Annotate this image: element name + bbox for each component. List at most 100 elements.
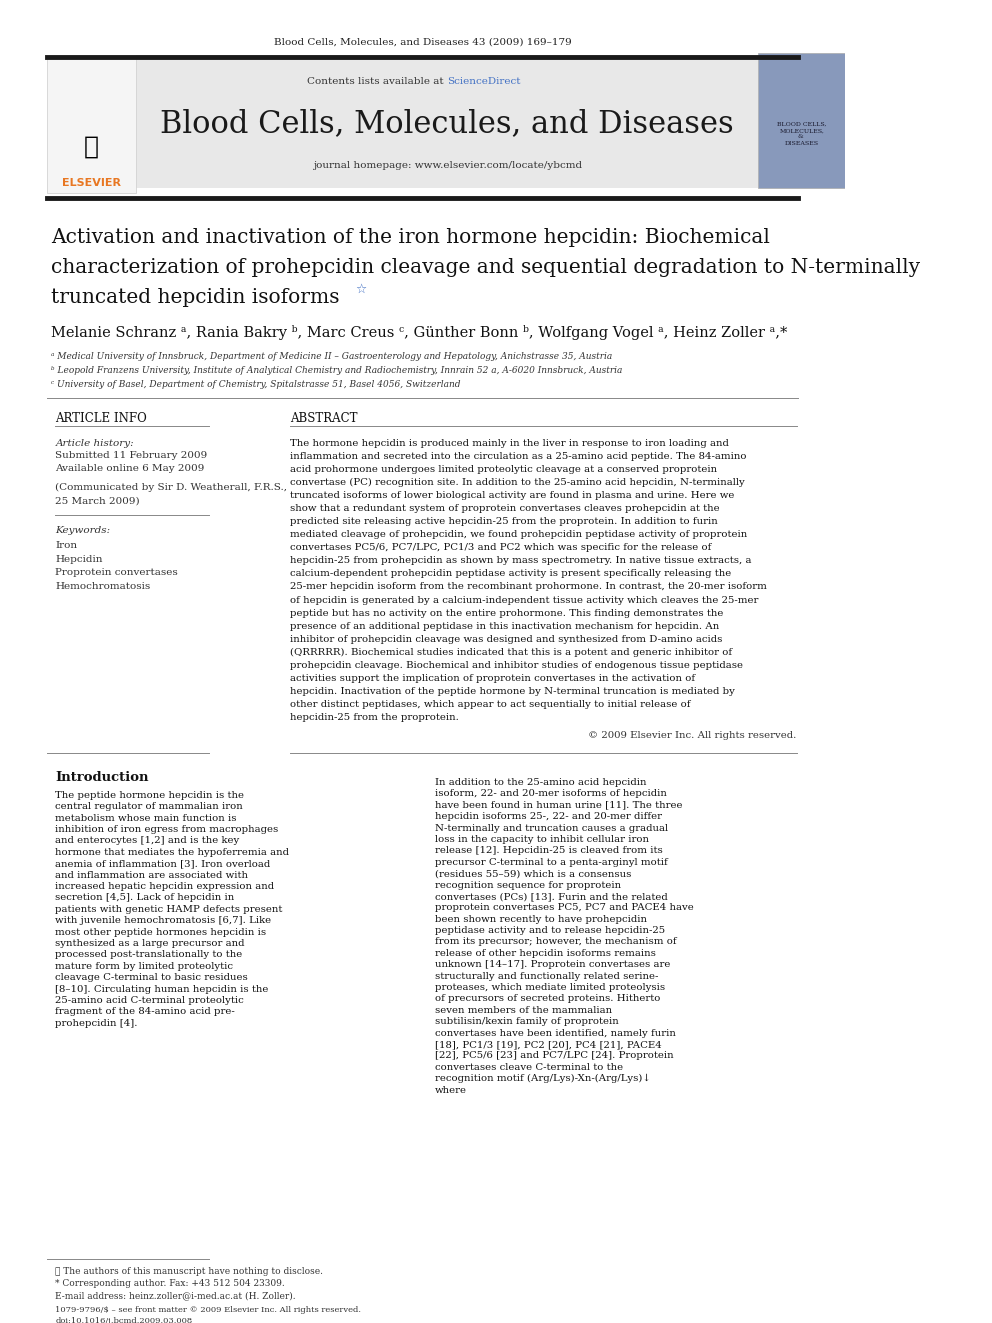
Text: predicted site releasing active hepcidin-25 from the proprotein. In addition to : predicted site releasing active hepcidin… — [290, 517, 717, 527]
Text: of hepcidin is generated by a calcium-independent tissue activity which cleaves : of hepcidin is generated by a calcium-in… — [290, 595, 758, 605]
Text: hepcidin-25 from prohepcidin as shown by mass spectrometry. In native tissue ext: hepcidin-25 from prohepcidin as shown by… — [290, 556, 751, 565]
Text: synthesized as a large precursor and: synthesized as a large precursor and — [56, 939, 245, 949]
Text: release [12]. Hepcidin-25 is cleaved from its: release [12]. Hepcidin-25 is cleaved fro… — [434, 847, 663, 855]
Text: secretion [4,5]. Lack of hepcidin in: secretion [4,5]. Lack of hepcidin in — [56, 893, 235, 902]
Text: proprotein convertases PC5, PC7 and PACE4 have: proprotein convertases PC5, PC7 and PACE… — [434, 904, 693, 913]
Text: Activation and inactivation of the iron hormone hepcidin: Biochemical: Activation and inactivation of the iron … — [52, 229, 770, 247]
Text: proteases, which mediate limited proteolysis: proteases, which mediate limited proteol… — [434, 983, 665, 992]
Text: unknown [14–17]. Proprotein convertases are: unknown [14–17]. Proprotein convertases … — [434, 960, 670, 970]
Text: and enterocytes [1,2] and is the key: and enterocytes [1,2] and is the key — [56, 836, 240, 845]
Text: calcium-dependent prohepcidin peptidase activity is present specifically releasi: calcium-dependent prohepcidin peptidase … — [290, 569, 731, 578]
Text: inflammation and secreted into the circulation as a 25-amino acid peptide. The 8: inflammation and secreted into the circu… — [290, 451, 746, 460]
Text: Available online 6 May 2009: Available online 6 May 2009 — [56, 464, 204, 474]
Text: increased hepatic hepcidin expression and: increased hepatic hepcidin expression an… — [56, 882, 275, 890]
Text: hepcidin isoforms 25-, 22- and 20-mer differ: hepcidin isoforms 25-, 22- and 20-mer di… — [434, 812, 662, 822]
Text: convertase (PC) recognition site. In addition to the 25-amino acid hepcidin, N-t: convertase (PC) recognition site. In add… — [290, 478, 744, 487]
Text: convertases (PCs) [13]. Furin and the related: convertases (PCs) [13]. Furin and the re… — [434, 892, 668, 901]
Text: peptidase activity and to release hepcidin-25: peptidase activity and to release hepcid… — [434, 926, 665, 935]
Text: © 2009 Elsevier Inc. All rights reserved.: © 2009 Elsevier Inc. All rights reserved… — [588, 732, 797, 741]
Text: Hepcidin: Hepcidin — [56, 554, 103, 564]
Text: 🌳: 🌳 — [83, 135, 98, 159]
Text: from its precursor; however, the mechanism of: from its precursor; however, the mechani… — [434, 938, 677, 946]
Text: precursor C-terminal to a penta-arginyl motif: precursor C-terminal to a penta-arginyl … — [434, 857, 668, 867]
Text: show that a redundant system of proprotein convertases cleaves prohepcidin at th: show that a redundant system of proprote… — [290, 504, 719, 513]
Text: [22], PC5/6 [23] and PC7/LPC [24]. Proprotein: [22], PC5/6 [23] and PC7/LPC [24]. Propr… — [434, 1052, 674, 1061]
Text: (QRRRRR). Biochemical studies indicated that this is a potent and generic inhibi: (QRRRRR). Biochemical studies indicated … — [290, 648, 732, 658]
Text: central regulator of mammalian iron: central regulator of mammalian iron — [56, 802, 243, 811]
Text: metabolism whose main function is: metabolism whose main function is — [56, 814, 237, 823]
Text: isoform, 22- and 20-mer isoforms of hepcidin: isoform, 22- and 20-mer isoforms of hepc… — [434, 790, 667, 798]
Text: most other peptide hormones hepcidin is: most other peptide hormones hepcidin is — [56, 927, 267, 937]
Text: patients with genetic HAMP defects present: patients with genetic HAMP defects prese… — [56, 905, 283, 914]
Text: ScienceDirect: ScienceDirect — [447, 77, 521, 86]
Text: Proprotein convertases: Proprotein convertases — [56, 569, 179, 577]
Text: Introduction: Introduction — [56, 771, 149, 785]
Text: hepcidin. Inactivation of the peptide hormone by N-terminal truncation is mediat: hepcidin. Inactivation of the peptide ho… — [290, 687, 734, 696]
Text: processed post-translationally to the: processed post-translationally to the — [56, 950, 243, 959]
Text: characterization of prohepcidin cleavage and sequential degradation to N-termina: characterization of prohepcidin cleavage… — [52, 258, 921, 277]
Text: N-terminally and truncation causes a gradual: N-terminally and truncation causes a gra… — [434, 823, 668, 832]
Text: presence of an additional peptidase in this inactivation mechanism for hepcidin.: presence of an additional peptidase in t… — [290, 622, 719, 631]
Text: Submitted 11 February 2009: Submitted 11 February 2009 — [56, 451, 207, 460]
Text: mediated cleavage of prohepcidin, we found prohepcidin peptidase activity of pro: mediated cleavage of prohepcidin, we fou… — [290, 531, 747, 540]
Text: Blood Cells, Molecules, and Diseases: Blood Cells, Molecules, and Diseases — [161, 108, 734, 139]
Text: (Communicated by Sir D. Weatherall, F.R.S.,: (Communicated by Sir D. Weatherall, F.R.… — [56, 483, 288, 492]
Text: ARTICLE INFO: ARTICLE INFO — [56, 411, 147, 425]
Text: Contents lists available at: Contents lists available at — [308, 77, 447, 86]
FancyBboxPatch shape — [47, 57, 136, 193]
Text: recognition sequence for proprotein: recognition sequence for proprotein — [434, 881, 621, 889]
Text: Iron: Iron — [56, 541, 77, 549]
Text: Article history:: Article history: — [56, 438, 134, 447]
Text: structurally and functionally related serine-: structurally and functionally related se… — [434, 971, 658, 980]
Text: recognition motif (Arg/Lys)-Xn-(Arg/Lys)↓: recognition motif (Arg/Lys)-Xn-(Arg/Lys)… — [434, 1074, 651, 1084]
Text: hormone that mediates the hypoferremia and: hormone that mediates the hypoferremia a… — [56, 848, 290, 857]
FancyBboxPatch shape — [136, 54, 758, 188]
Text: Melanie Schranz ᵃ, Rania Bakry ᵇ, Marc Creus ᶜ, Günther Bonn ᵇ, Wolfgang Vogel ᵃ: Melanie Schranz ᵃ, Rania Bakry ᵇ, Marc C… — [52, 324, 788, 340]
Text: where: where — [434, 1086, 466, 1094]
Text: The hormone hepcidin is produced mainly in the liver in response to iron loading: The hormone hepcidin is produced mainly … — [290, 438, 728, 447]
Text: convertases have been identified, namely furin: convertases have been identified, namely… — [434, 1029, 676, 1037]
Text: The peptide hormone hepcidin is the: The peptide hormone hepcidin is the — [56, 791, 244, 800]
Text: anemia of inflammation [3]. Iron overload: anemia of inflammation [3]. Iron overloa… — [56, 859, 271, 868]
Text: ᵃ Medical University of Innsbruck, Department of Medicine II – Gastroenterology : ᵃ Medical University of Innsbruck, Depar… — [52, 352, 612, 361]
Text: 1079-9796/$ – see front matter © 2009 Elsevier Inc. All rights reserved.: 1079-9796/$ – see front matter © 2009 El… — [56, 1306, 361, 1314]
Text: ☆: ☆ — [355, 283, 366, 296]
Text: truncated hepcidin isoforms: truncated hepcidin isoforms — [52, 288, 339, 307]
Text: convertases cleave C-terminal to the: convertases cleave C-terminal to the — [434, 1062, 623, 1072]
Text: Hemochromatosis: Hemochromatosis — [56, 582, 151, 591]
Text: other distinct peptidases, which appear to act sequentially to initial release o: other distinct peptidases, which appear … — [290, 700, 690, 709]
Text: inhibitor of prohepcidin cleavage was designed and synthesized from D-amino acid: inhibitor of prohepcidin cleavage was de… — [290, 635, 722, 644]
Text: convertases PC5/6, PC7/LPC, PC1/3 and PC2 which was specific for the release of: convertases PC5/6, PC7/LPC, PC1/3 and PC… — [290, 544, 711, 552]
Text: ELSEVIER: ELSEVIER — [62, 179, 121, 188]
Text: ᵇ Leopold Franzens University, Institute of Analytical Chemistry and Radiochemis: ᵇ Leopold Franzens University, Institute… — [52, 366, 623, 376]
Text: fragment of the 84-amino acid pre-: fragment of the 84-amino acid pre- — [56, 1007, 235, 1016]
Text: 25 March 2009): 25 March 2009) — [56, 496, 140, 505]
Text: release of other hepcidin isoforms remains: release of other hepcidin isoforms remai… — [434, 949, 656, 958]
Text: [8–10]. Circulating human hepcidin is the: [8–10]. Circulating human hepcidin is th… — [56, 984, 269, 994]
Text: ᶜ University of Basel, Department of Chemistry, Spitalstrasse 51, Basel 4056, Sw: ᶜ University of Basel, Department of Che… — [52, 380, 460, 389]
Text: been shown recently to have prohepcidin: been shown recently to have prohepcidin — [434, 914, 647, 923]
Text: doi:10.1016/j.bcmd.2009.03.008: doi:10.1016/j.bcmd.2009.03.008 — [56, 1318, 192, 1323]
Text: acid prohormone undergoes limited proteolytic cleavage at a conserved proprotein: acid prohormone undergoes limited proteo… — [290, 464, 717, 474]
Text: ABSTRACT: ABSTRACT — [290, 411, 357, 425]
Text: seven members of the mammalian: seven members of the mammalian — [434, 1005, 612, 1015]
Text: E-mail address: heinz.zoller@i-med.ac.at (H. Zoller).: E-mail address: heinz.zoller@i-med.ac.at… — [56, 1291, 296, 1301]
Text: loss in the capacity to inhibit cellular iron: loss in the capacity to inhibit cellular… — [434, 835, 649, 844]
Text: peptide but has no activity on the entire prohormone. This finding demonstrates : peptide but has no activity on the entir… — [290, 609, 723, 618]
Text: * Corresponding author. Fax: +43 512 504 23309.: * Corresponding author. Fax: +43 512 504… — [56, 1279, 285, 1289]
Text: and inflammation are associated with: and inflammation are associated with — [56, 871, 248, 880]
Text: 25-amino acid C-terminal proteolytic: 25-amino acid C-terminal proteolytic — [56, 996, 244, 1005]
Text: 25-mer hepcidin isoform from the recombinant prohormone. In contrast, the 20-mer: 25-mer hepcidin isoform from the recombi… — [290, 582, 767, 591]
Text: [18], PC1/3 [19], PC2 [20], PC4 [21], PACE4: [18], PC1/3 [19], PC2 [20], PC4 [21], PA… — [434, 1040, 662, 1049]
Text: truncated isoforms of lower biological activity are found in plasma and urine. H: truncated isoforms of lower biological a… — [290, 491, 734, 500]
Text: mature form by limited proteolytic: mature form by limited proteolytic — [56, 962, 233, 971]
Text: with juvenile hemochromatosis [6,7]. Like: with juvenile hemochromatosis [6,7]. Lik… — [56, 917, 272, 925]
Text: have been found in human urine [11]. The three: have been found in human urine [11]. The… — [434, 800, 682, 810]
Text: subtilisin/kexin family of proprotein: subtilisin/kexin family of proprotein — [434, 1017, 618, 1027]
Text: Blood Cells, Molecules, and Diseases 43 (2009) 169–179: Blood Cells, Molecules, and Diseases 43 … — [274, 37, 571, 46]
Text: prohepcidin [4].: prohepcidin [4]. — [56, 1019, 138, 1028]
Text: In addition to the 25-amino acid hepcidin: In addition to the 25-amino acid hepcidi… — [434, 778, 646, 787]
Text: inhibition of iron egress from macrophages: inhibition of iron egress from macrophag… — [56, 826, 279, 833]
Text: cleavage C-terminal to basic residues: cleavage C-terminal to basic residues — [56, 974, 248, 982]
Text: ★ The authors of this manuscript have nothing to disclose.: ★ The authors of this manuscript have no… — [56, 1267, 323, 1277]
